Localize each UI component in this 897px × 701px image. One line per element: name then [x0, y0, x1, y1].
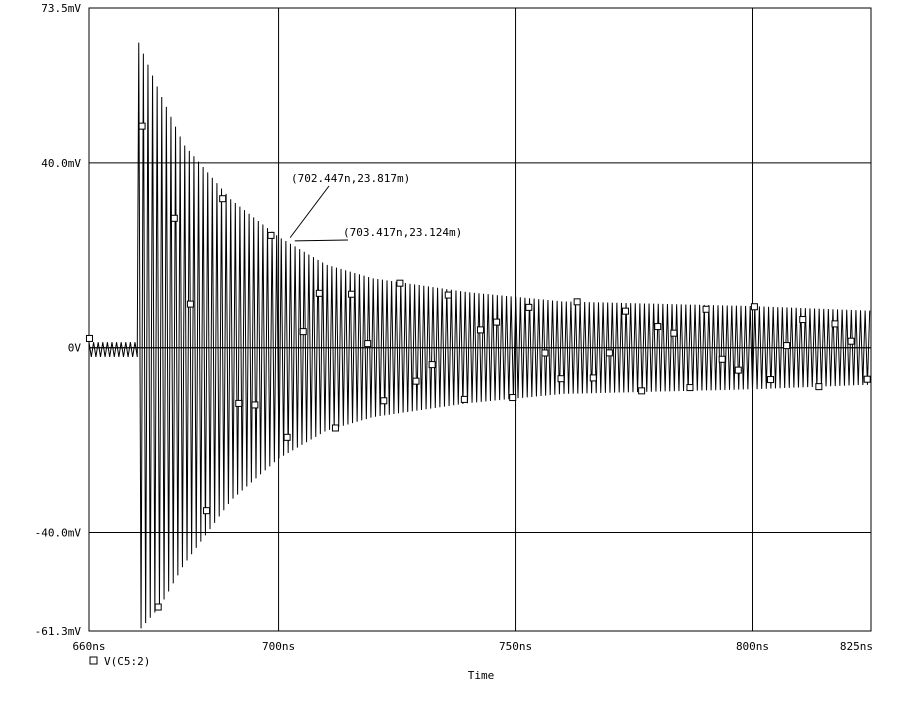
- series-marker: [815, 383, 823, 391]
- waveform-series: [88, 42, 871, 629]
- series-marker: [702, 305, 710, 313]
- series-marker: [605, 349, 613, 357]
- annotations: (702.447n,23.817m) (703.417n,23.124m): [289, 172, 462, 242]
- series-marker: [348, 290, 356, 298]
- series-marker: [621, 307, 629, 315]
- series-marker: [396, 279, 404, 287]
- series-marker: [364, 340, 372, 348]
- x-tick-label: 700ns: [262, 640, 295, 653]
- series-marker: [331, 424, 339, 432]
- series-marker: [863, 375, 871, 383]
- legend: V(C5:2): [89, 655, 150, 668]
- y-tick-label: 0V: [68, 342, 82, 355]
- y-tick-label: -61.3mV: [35, 625, 82, 638]
- series-marker: [203, 507, 211, 515]
- series-marker: [654, 323, 662, 331]
- series-marker: [267, 231, 275, 239]
- series-marker: [686, 384, 694, 392]
- series-marker: [412, 377, 420, 385]
- annotation-label: (703.417n,23.124m): [343, 226, 462, 239]
- series-marker: [525, 303, 533, 311]
- x-tick-label: 660ns: [72, 640, 105, 653]
- annotation-leader: [294, 239, 349, 242]
- series-marker: [219, 195, 227, 203]
- y-tick-label: 73.5mV: [41, 2, 81, 15]
- series-marker: [170, 214, 178, 222]
- series-marker: [315, 289, 323, 297]
- series-marker: [718, 355, 726, 363]
- series-marker: [750, 303, 758, 311]
- series-marker: [493, 318, 501, 326]
- series-marker: [509, 394, 517, 402]
- y-axis-ticks: 73.5mV 40.0mV 0V -40.0mV -61.3mV: [35, 2, 82, 638]
- series-marker: [767, 376, 775, 384]
- x-tick-label: 825ns: [840, 640, 873, 653]
- y-tick-label: 40.0mV: [41, 157, 81, 170]
- series-marker: [299, 328, 307, 336]
- series-marker: [783, 342, 791, 350]
- x-axis-ticks: 660ns 700ns 750ns 800ns 825ns: [72, 640, 873, 653]
- annotation-label: (702.447n,23.817m): [291, 172, 410, 185]
- series-marker: [557, 375, 565, 383]
- series-marker: [638, 387, 646, 395]
- series-marker: [186, 300, 194, 308]
- series-marker: [251, 401, 259, 409]
- legend-marker: [89, 656, 98, 665]
- x-axis-label: Time: [468, 669, 495, 682]
- series-marker: [428, 361, 436, 369]
- series-marker: [670, 329, 678, 337]
- x-tick-label: 800ns: [736, 640, 769, 653]
- series-marker: [235, 399, 243, 407]
- series-marker: [831, 320, 839, 328]
- series-marker: [154, 603, 162, 611]
- series-marker: [589, 374, 597, 382]
- grid: [88, 7, 872, 632]
- series-marker: [476, 326, 484, 334]
- series-marker: [380, 397, 388, 405]
- series-marker: [847, 337, 855, 345]
- series-marker: [138, 122, 146, 130]
- series-marker: [573, 298, 581, 306]
- series-marker: [541, 349, 549, 357]
- series-line: [88, 42, 871, 629]
- annotation-leader: [289, 185, 330, 238]
- y-tick-label: -40.0mV: [35, 527, 82, 540]
- series-marker: [85, 334, 93, 342]
- series-marker: [283, 433, 291, 441]
- series-markers: [85, 122, 871, 611]
- series-marker: [799, 316, 807, 324]
- series-marker: [460, 395, 468, 403]
- legend-label: V(C5:2): [104, 655, 150, 668]
- series-marker: [444, 291, 452, 299]
- series-marker: [734, 366, 742, 374]
- x-tick-label: 750ns: [499, 640, 532, 653]
